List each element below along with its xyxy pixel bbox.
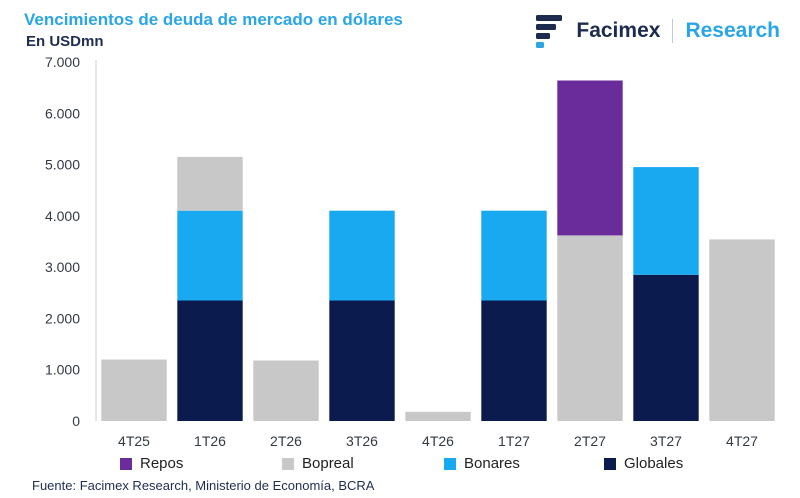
legend-item-bonares: Bonares — [444, 455, 604, 472]
legend-swatch — [444, 457, 456, 470]
bar-bopreal-1t26 — [177, 156, 243, 211]
facimex-logo-icon — [536, 15, 563, 48]
legend-label: Bopreal — [302, 455, 354, 472]
x-tick-label: 3T27 — [650, 433, 682, 449]
y-axis: 0 1.000 2.000 3.000 4.000 5.000 6.000 7.000 — [45, 54, 97, 429]
brand-section: Research — [685, 19, 780, 42]
bar-globales-3t27 — [633, 274, 699, 421]
y-tick-label: 0 — [72, 413, 80, 429]
x-tick-label: 2T26 — [270, 433, 302, 449]
x-tick-label: 2T27 — [574, 433, 606, 449]
x-tick-label: 4T25 — [118, 433, 150, 449]
legend-swatch — [282, 457, 294, 470]
legend-label: Globales — [624, 455, 684, 472]
bar-repos-2t27 — [557, 80, 623, 236]
y-tick-label: 6.000 — [45, 105, 80, 121]
x-tick-label: 1T26 — [194, 433, 226, 449]
x-tick-label: 3T26 — [346, 433, 378, 449]
x-tick-label: 4T27 — [726, 433, 758, 449]
y-tick-label: 1.000 — [45, 362, 80, 378]
legend-item-repos: Repos — [120, 455, 282, 472]
bar-globales-3t26 — [329, 300, 395, 421]
bar-bonares-1t27 — [481, 210, 547, 301]
bars-group — [101, 80, 775, 421]
legend: Repos Bopreal Bonares Globales — [120, 455, 744, 472]
bar-bopreal-4t25 — [101, 359, 167, 421]
x-axis: 4T25 1T26 2T26 3T26 4T26 1T27 2T27 3T27 4T27 — [118, 433, 758, 449]
bar-bopreal-4t26 — [405, 411, 471, 421]
legend-label: Bonares — [464, 455, 520, 472]
y-tick-label: 5.000 — [45, 157, 80, 173]
bar-bonares-3t26 — [329, 210, 395, 301]
chart-subtitle: En USDmn — [26, 33, 104, 50]
bar-bonares-3t27 — [633, 167, 699, 275]
source-note: Fuente: Facimex Research, Ministerio de … — [32, 478, 375, 493]
bar-globales-1t27 — [481, 300, 547, 421]
legend-swatch — [604, 457, 616, 470]
bar-bopreal-2t26 — [253, 360, 319, 421]
x-tick-label: 4T26 — [422, 433, 454, 449]
bar-bonares-1t26 — [177, 210, 243, 301]
brand-name: Facimex — [576, 19, 661, 42]
y-tick-label: 3.000 — [45, 259, 80, 275]
y-tick-label: 2.000 — [45, 310, 80, 326]
chart-title: Vencimientos de deuda de mercado en dóla… — [24, 10, 403, 29]
y-tick-label: 4.000 — [45, 208, 80, 224]
brand: Facimex Research — [534, 12, 780, 50]
bar-bopreal-4t27 — [709, 239, 775, 421]
y-tick-label: 7.000 — [45, 54, 80, 70]
legend-label: Repos — [140, 455, 184, 472]
legend-item-bopreal: Bopreal — [282, 455, 444, 472]
brand-divider — [672, 19, 674, 43]
x-tick-label: 1T27 — [498, 433, 530, 449]
bar-globales-1t26 — [177, 300, 243, 421]
legend-item-globales: Globales — [604, 455, 744, 472]
legend-swatch — [120, 457, 132, 470]
bar-bopreal-2t27 — [557, 235, 623, 421]
